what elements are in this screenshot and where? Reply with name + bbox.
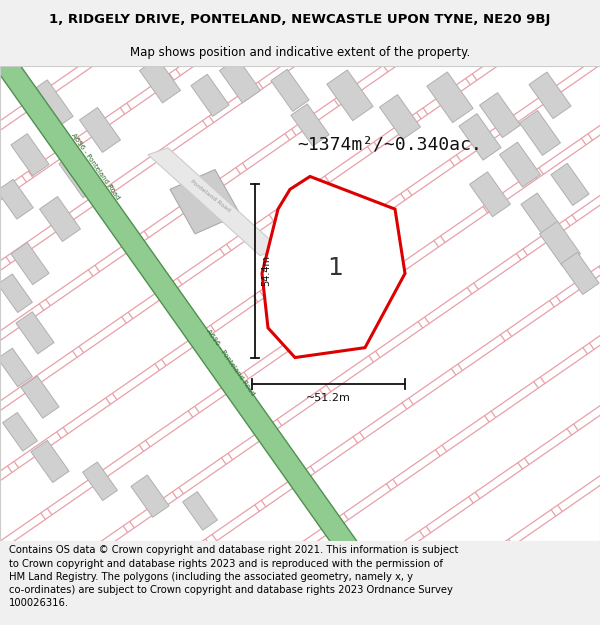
Polygon shape	[521, 193, 559, 235]
Polygon shape	[529, 72, 571, 119]
Polygon shape	[70, 0, 600, 625]
Polygon shape	[131, 475, 169, 517]
Polygon shape	[0, 121, 600, 625]
Polygon shape	[0, 0, 550, 391]
Polygon shape	[262, 176, 405, 358]
Polygon shape	[561, 0, 600, 308]
Polygon shape	[119, 0, 600, 614]
Polygon shape	[427, 72, 473, 122]
Polygon shape	[0, 0, 383, 156]
Polygon shape	[414, 0, 600, 410]
Polygon shape	[0, 0, 583, 438]
Polygon shape	[0, 162, 235, 625]
Polygon shape	[479, 92, 520, 138]
Polygon shape	[2, 412, 37, 451]
Text: Contains OS data © Crown copyright and database right 2021. This information is : Contains OS data © Crown copyright and d…	[9, 545, 458, 608]
Polygon shape	[220, 58, 260, 103]
Polygon shape	[0, 196, 186, 625]
Polygon shape	[561, 253, 599, 294]
Polygon shape	[266, 0, 600, 512]
Polygon shape	[217, 451, 600, 625]
Polygon shape	[11, 134, 49, 176]
Polygon shape	[83, 462, 118, 501]
Text: Ridgely Drive: Ridgely Drive	[283, 202, 308, 236]
Polygon shape	[0, 0, 284, 14]
Polygon shape	[380, 94, 421, 139]
Polygon shape	[0, 0, 530, 625]
Polygon shape	[217, 0, 600, 546]
Polygon shape	[0, 0, 481, 625]
Polygon shape	[0, 0, 600, 485]
Polygon shape	[11, 242, 49, 284]
Polygon shape	[0, 0, 517, 344]
Polygon shape	[291, 104, 329, 146]
Polygon shape	[0, 28, 600, 579]
Text: ~51.2m: ~51.2m	[306, 393, 351, 403]
Polygon shape	[0, 0, 317, 62]
Polygon shape	[83, 262, 600, 625]
Polygon shape	[20, 0, 580, 625]
Polygon shape	[31, 441, 69, 483]
Polygon shape	[80, 107, 121, 152]
Polygon shape	[191, 74, 229, 116]
Polygon shape	[470, 172, 511, 217]
Polygon shape	[0, 274, 32, 312]
Polygon shape	[150, 356, 600, 625]
Polygon shape	[0, 94, 334, 625]
Polygon shape	[183, 404, 600, 625]
Text: 54.4m: 54.4m	[261, 256, 271, 286]
Polygon shape	[0, 348, 32, 387]
Polygon shape	[40, 196, 80, 241]
Polygon shape	[271, 69, 309, 111]
Polygon shape	[327, 70, 373, 121]
Polygon shape	[0, 0, 350, 109]
Polygon shape	[0, 179, 33, 219]
Polygon shape	[520, 111, 560, 156]
Polygon shape	[0, 264, 88, 625]
Polygon shape	[0, 230, 137, 625]
Polygon shape	[250, 498, 600, 625]
Text: A696 - Ponteland Road: A696 - Ponteland Road	[205, 328, 255, 397]
Polygon shape	[0, 0, 600, 532]
Text: Map shows position and indicative extent of the property.: Map shows position and indicative extent…	[130, 46, 470, 59]
Polygon shape	[182, 492, 217, 530]
Polygon shape	[316, 592, 600, 625]
Polygon shape	[539, 221, 580, 266]
Polygon shape	[0, 298, 39, 625]
Polygon shape	[50, 216, 600, 625]
Polygon shape	[316, 0, 600, 478]
Polygon shape	[17, 169, 600, 625]
Polygon shape	[500, 142, 541, 187]
Polygon shape	[0, 74, 600, 625]
Text: 1, RIDGELY DRIVE, PONTELAND, NEWCASTLE UPON TYNE, NE20 9BJ: 1, RIDGELY DRIVE, PONTELAND, NEWCASTLE U…	[49, 13, 551, 26]
Text: A696 - Ponteland Road: A696 - Ponteland Road	[70, 132, 120, 201]
Polygon shape	[27, 80, 73, 131]
Polygon shape	[148, 148, 280, 256]
Polygon shape	[459, 114, 501, 160]
Polygon shape	[0, 0, 417, 202]
Polygon shape	[365, 0, 600, 444]
Polygon shape	[0, 13, 385, 593]
Polygon shape	[283, 544, 600, 625]
Polygon shape	[0, 60, 383, 625]
Polygon shape	[0, 0, 450, 250]
Polygon shape	[0, 0, 484, 297]
Polygon shape	[140, 58, 181, 103]
Polygon shape	[170, 169, 240, 234]
Polygon shape	[59, 151, 101, 198]
Text: 1: 1	[327, 256, 343, 281]
Polygon shape	[168, 0, 600, 581]
Polygon shape	[0, 66, 600, 541]
Polygon shape	[0, 128, 284, 625]
Text: Ponteland Road: Ponteland Road	[189, 179, 231, 213]
Text: ~1374m²/~0.340ac.: ~1374m²/~0.340ac.	[298, 136, 482, 154]
Polygon shape	[21, 376, 59, 418]
Polygon shape	[116, 309, 600, 625]
Polygon shape	[0, 26, 432, 625]
Polygon shape	[16, 312, 54, 354]
Polygon shape	[512, 0, 600, 342]
Polygon shape	[551, 163, 589, 206]
Polygon shape	[463, 0, 600, 376]
